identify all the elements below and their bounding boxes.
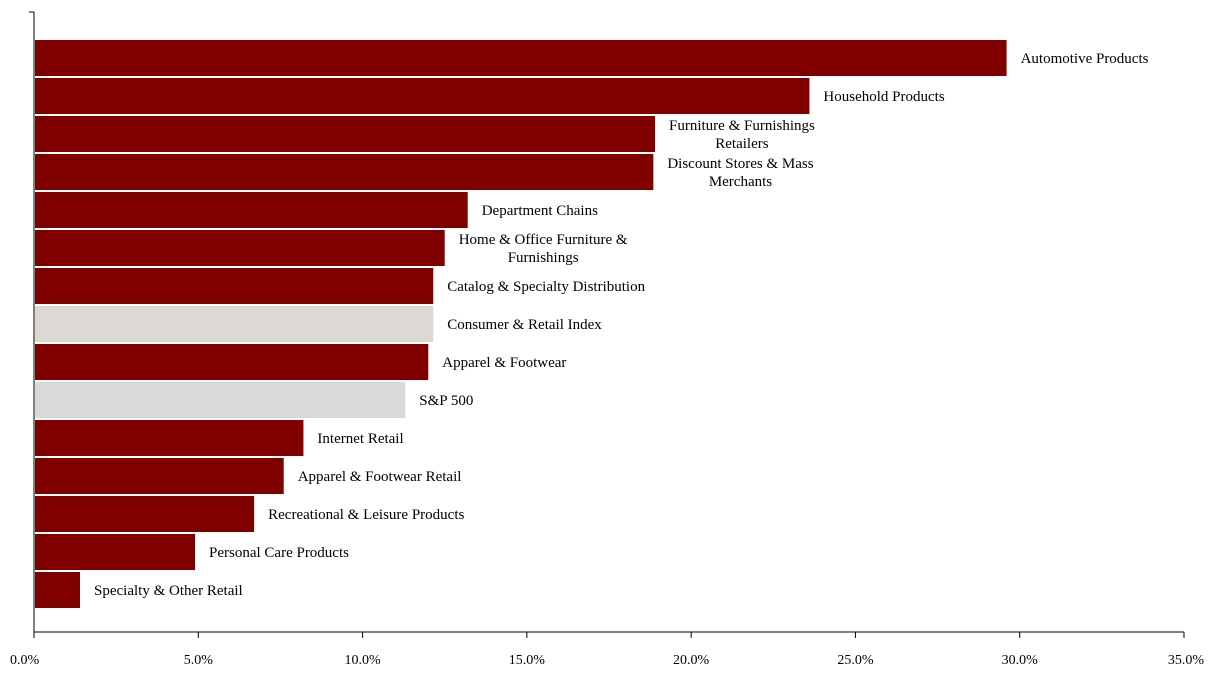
- bar-apparel-and-footwear-retail: [35, 458, 284, 494]
- x-tick-label: 15.0%: [509, 653, 546, 668]
- x-ticks-group: 0.0% 5.0% 10.0% 15.0% 20.0% 25.0% 30.0% 35.0%: [10, 632, 1204, 668]
- x-tick-label: 20.0%: [673, 653, 710, 668]
- bar-internet-retail: [35, 420, 304, 456]
- x-tick-label: 10.0%: [344, 653, 381, 668]
- x-tick-label: 35.0%: [1168, 653, 1205, 668]
- bar-recreational-and-leisure-products: [35, 496, 255, 532]
- bar-apparel-and-footwear: [35, 344, 429, 380]
- bar-specialty-and-other-retail: [35, 572, 80, 608]
- bar-label-recreational-and-leisure-products: Recreational & Leisure Products: [268, 507, 464, 523]
- bar-discount-stores-and-mass-merchants: [35, 154, 654, 190]
- bar-labels-group: Automotive Products Household Products Fur…: [94, 51, 1149, 599]
- x-tick-label: 30.0%: [1002, 653, 1039, 668]
- bar-label-catalog-and-specialty-distribution: Catalog & Specialty Distribution: [447, 279, 645, 295]
- bar-label-internet-retail: Internet Retail: [317, 431, 403, 447]
- x-tick-label: 0.0%: [10, 653, 40, 668]
- bar-home-and-office-furniture-and-furnishings: [35, 230, 445, 266]
- bar-label-home-and-office-furniture-and-furnishings: Home & Office Furniture & Furnishings: [459, 232, 628, 266]
- bar-personal-care-products: [35, 534, 195, 570]
- bar-label-apparel-and-footwear: Apparel & Footwear: [442, 355, 566, 371]
- bar-label-specialty-and-other-retail: Specialty & Other Retail: [94, 583, 243, 599]
- bar-label-department-chains: Department Chains: [482, 203, 598, 219]
- bar-department-chains: [35, 192, 468, 228]
- bar-label-sandp-500: S&P 500: [419, 393, 473, 409]
- x-tick-label: 5.0%: [184, 653, 214, 668]
- bar-label-automotive-products: Automotive Products: [1021, 51, 1149, 67]
- bar-sandp-500: [35, 382, 406, 418]
- bar-automotive-products: [35, 40, 1007, 76]
- bar-label-consumer-and-retail-index: Consumer & Retail Index: [447, 317, 602, 333]
- bar-label-furniture-and-furnishings-retailers: Furniture & Furnishings Retailers: [669, 118, 815, 152]
- bar-consumer-and-retail-index: [35, 306, 434, 342]
- axes-group: [29, 11, 1184, 633]
- bar-catalog-and-specialty-distribution: [35, 268, 434, 304]
- x-tick-label: 25.0%: [837, 653, 874, 668]
- bar-furniture-and-furnishings-retailers: [35, 116, 655, 152]
- bar-label-apparel-and-footwear-retail: Apparel & Footwear Retail: [298, 469, 462, 485]
- bar-label-personal-care-products: Personal Care Products: [209, 545, 349, 561]
- bar-label-household-products: Household Products: [823, 89, 944, 105]
- bar-household-products: [35, 78, 810, 114]
- bar-label-discount-stores-and-mass-merchants: Discount Stores & Mass Merchants: [667, 156, 813, 190]
- bars-group: [35, 40, 1007, 608]
